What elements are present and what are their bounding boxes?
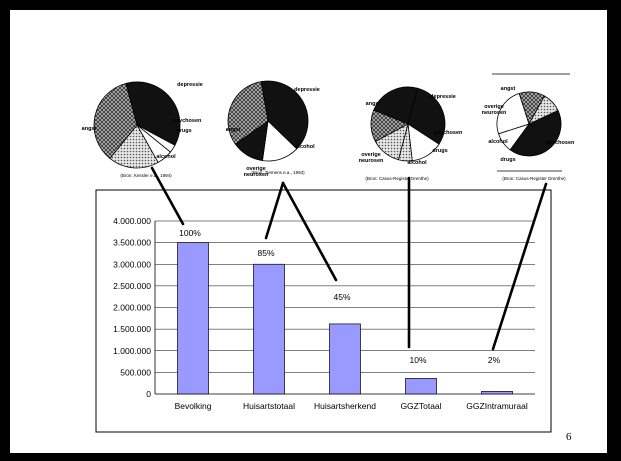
pie-slice-label: angst (82, 126, 97, 132)
pie-slice (260, 80, 309, 150)
pie-slice-label: depressie (177, 82, 203, 88)
pie-slice-label: drugs (432, 148, 447, 154)
pie-slice (407, 87, 446, 145)
pie-slice-label: angst (501, 86, 516, 92)
pie-slice-label: depressie (430, 94, 456, 100)
connector-line (491, 182, 548, 351)
pie-slice-label: alcohol (295, 144, 315, 150)
pie-source: (Bron: Casus-Register Drenthe) (502, 176, 566, 181)
y-tick-label: 0 (146, 389, 151, 399)
data-label: 2% (488, 355, 501, 365)
data-label: 85% (257, 248, 274, 258)
pie-source: (Bron: Kessler e.a., 1994) (120, 173, 172, 178)
pie-slice (93, 82, 138, 159)
pie-slice-label: alcohol (488, 139, 508, 145)
pie-slice-label: neurosen (482, 110, 507, 116)
bar (481, 391, 513, 395)
pie-slice-label: alcohol (156, 154, 176, 160)
y-tick-label: 1.000.000 (113, 346, 151, 356)
bar (177, 242, 209, 395)
y-tick-label: 500.000 (120, 367, 151, 377)
page-number: 6 (566, 431, 572, 443)
pie-source: (Bron: Casus-Register Drenthe) (365, 176, 429, 181)
bar (405, 378, 437, 395)
pie-slice (373, 86, 419, 125)
pie-slice-label: depressie (294, 87, 320, 93)
pie-slice-label: neurosen (244, 172, 269, 178)
y-tick-label: 3.500.000 (113, 238, 151, 248)
data-label: 10% (409, 355, 426, 365)
chart-box (95, 189, 552, 433)
x-tick-label: GGZTotaal (400, 401, 441, 411)
bar (253, 263, 285, 395)
pie-slice-label: psychosen (434, 130, 463, 136)
pie-slice-label: neurosen (359, 158, 384, 164)
data-label: 100% (179, 228, 201, 238)
pie-slice (109, 124, 159, 169)
pie-slice-label: psychosen (546, 140, 575, 146)
x-tick-label: Huisartstotaal (243, 401, 295, 411)
y-tick-label: 2.000.000 (113, 303, 151, 313)
x-tick-label: Bevolking (175, 401, 212, 411)
data-label: 45% (333, 292, 350, 302)
pie-slice (125, 81, 181, 146)
y-tick-label: 4.000.000 (113, 216, 151, 226)
pie-slice-label: overige (246, 166, 266, 172)
pie-slice-label: drugs (500, 157, 515, 163)
pie-source: (Bron: Tiemens e.a., 1993) (251, 170, 305, 175)
pie-slice-label: angst (226, 127, 241, 133)
connector-line (150, 166, 185, 226)
pie-slice (509, 109, 562, 157)
pie-slice (496, 93, 530, 135)
pie-slice-label: angst (366, 101, 381, 107)
y-tick-label: 2.500.000 (113, 281, 151, 291)
pie-slice-label: overige (484, 104, 504, 110)
pie-slice-label: alcohol (407, 160, 427, 166)
bar (329, 323, 361, 395)
connector-line (281, 181, 338, 282)
y-tick-label: 3.000.000 (113, 259, 151, 269)
x-tick-label: GGZIntramuraal (466, 401, 528, 411)
pie-slice-label: psychosen (173, 118, 202, 124)
x-tick-label: Huisartsherkend (314, 401, 376, 411)
pie-slice-label: drugs (176, 128, 191, 134)
pie-slice (227, 81, 269, 145)
connector-line (264, 181, 285, 240)
pie-slice (528, 95, 559, 125)
pie-slice-label: overige (361, 152, 381, 158)
y-tick-label: 1.500.000 (113, 324, 151, 334)
